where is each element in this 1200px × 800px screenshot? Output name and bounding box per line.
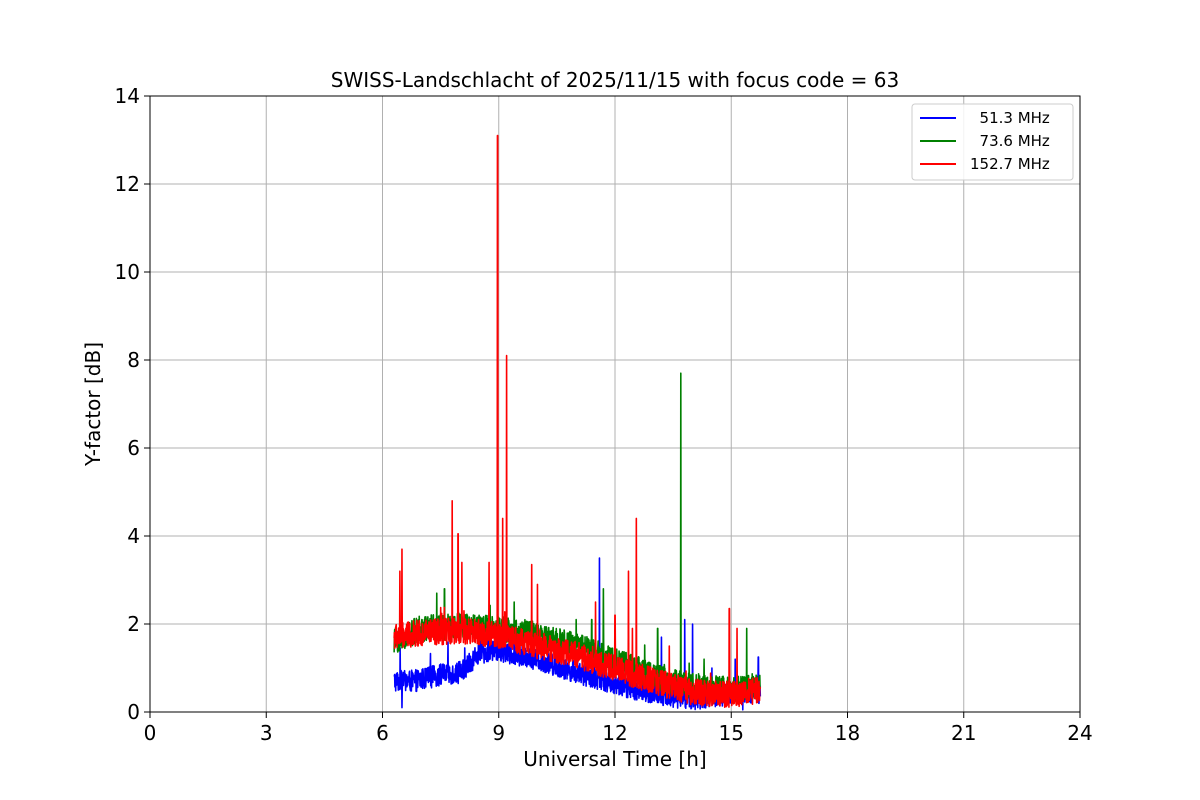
x-axis-label: Universal Time [h] — [523, 747, 706, 771]
y-tick-label: 12 — [115, 172, 140, 196]
y-axis-label: Y-factor [dB] — [81, 342, 105, 467]
legend-label: 73.6 MHz — [970, 132, 1050, 150]
y-tick-label: 4 — [127, 524, 140, 548]
x-tick-label: 9 — [492, 721, 505, 745]
series-line-152-7-mhz — [393, 134, 762, 708]
legend: 51.3 MHz 73.6 MHz 152.7 MHz — [911, 103, 1074, 181]
y-tick-label: 6 — [127, 436, 140, 460]
y-tick-label: 2 — [127, 612, 140, 636]
x-tick-label: 12 — [602, 721, 627, 745]
y-tick-label: 10 — [115, 260, 140, 284]
series-layer — [393, 134, 762, 711]
y-tick-label: 8 — [127, 348, 140, 372]
x-tick-label: 3 — [260, 721, 273, 745]
legend-box — [911, 103, 1074, 181]
x-tick-label: 18 — [835, 721, 860, 745]
x-tick-label: 15 — [719, 721, 744, 745]
x-tick-label: 0 — [144, 721, 157, 745]
legend-label: 51.3 MHz — [970, 109, 1050, 127]
x-tick-label: 6 — [376, 721, 389, 745]
x-tick-label: 21 — [951, 721, 976, 745]
y-tick-label: 0 — [127, 700, 140, 724]
x-tick-label: 24 — [1067, 721, 1092, 745]
chart-title: SWISS-Landschlacht of 2025/11/15 with fo… — [331, 68, 899, 92]
legend-label: 152.7 MHz — [970, 155, 1050, 173]
y-tick-label: 14 — [115, 84, 140, 108]
